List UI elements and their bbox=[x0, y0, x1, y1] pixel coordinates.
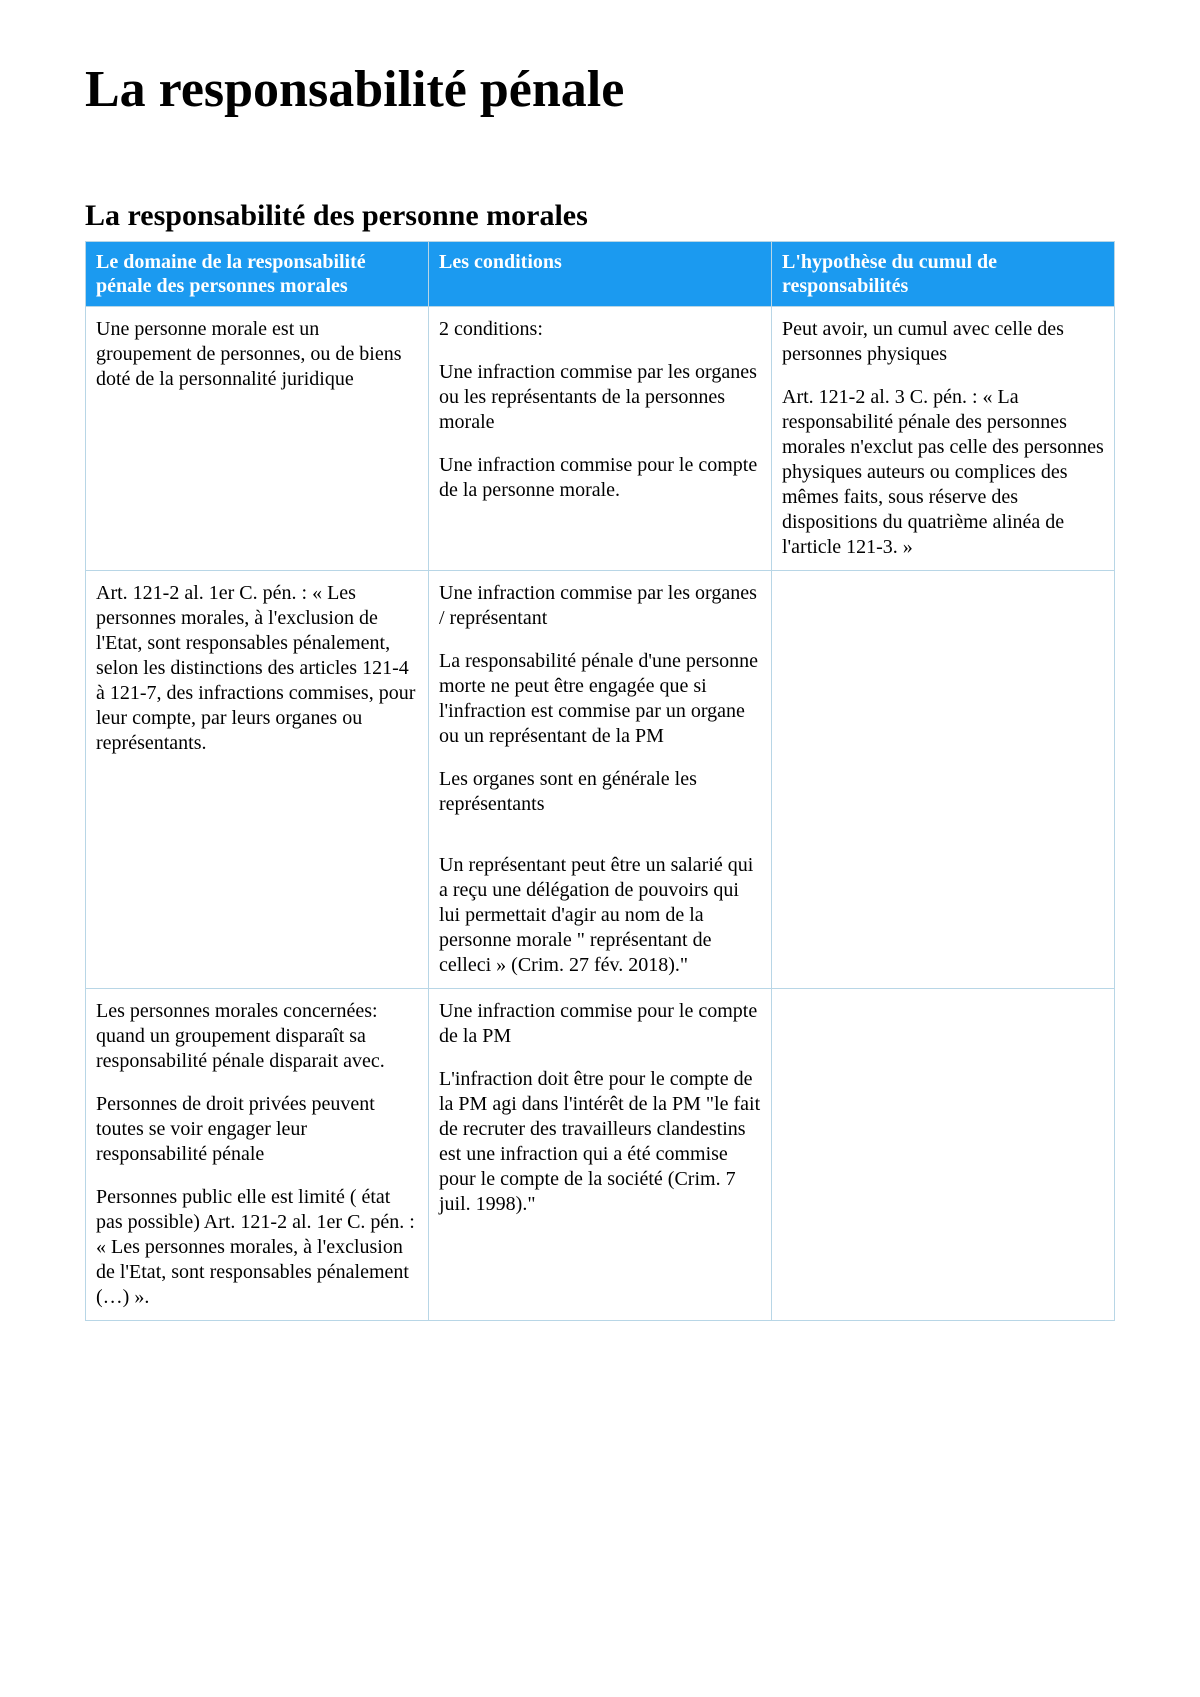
table-cell: Une infraction commise pour le compte de… bbox=[429, 989, 772, 1321]
cell-paragraph: Personnes de droit privées peuvent toute… bbox=[96, 1092, 418, 1167]
page-title: La responsabilité pénale bbox=[85, 60, 1115, 119]
table-header-col-0: Le domaine de la responsabilité pénale d… bbox=[86, 242, 429, 307]
cell-paragraph: Une infraction commise pour le compte de… bbox=[439, 999, 761, 1049]
content-table: Le domaine de la responsabilité pénale d… bbox=[85, 241, 1115, 1321]
cell-paragraph: 2 conditions: bbox=[439, 317, 761, 342]
table-cell: 2 conditions: Une infraction commise par … bbox=[429, 307, 772, 571]
cell-paragraph: Les organes sont en générale les représe… bbox=[439, 767, 761, 817]
cell-paragraph: Une personne morale est un groupement de… bbox=[96, 317, 418, 392]
cell-paragraph: Art. 121-2 al. 3 C. pén. : « La responsa… bbox=[782, 385, 1104, 560]
cell-paragraph: Personnes public elle est limité ( état … bbox=[96, 1185, 418, 1310]
table-header-col-2: L'hypothèse du cumul de responsabilités bbox=[772, 242, 1115, 307]
table-cell bbox=[772, 989, 1115, 1321]
table-cell bbox=[772, 571, 1115, 989]
table-header-col-1: Les conditions bbox=[429, 242, 772, 307]
section-title: La responsabilité des personne morales bbox=[85, 199, 1115, 233]
cell-paragraph: Les personnes morales concernées: quand … bbox=[96, 999, 418, 1074]
cell-paragraph: Une infraction commise pour le compte de… bbox=[439, 453, 761, 503]
table-row: Art. 121-2 al. 1er C. pén. : « Les perso… bbox=[86, 571, 1115, 989]
table-header-row: Le domaine de la responsabilité pénale d… bbox=[86, 242, 1115, 307]
cell-paragraph: Une infraction commise par les organes o… bbox=[439, 360, 761, 435]
table-row: Une personne morale est un groupement de… bbox=[86, 307, 1115, 571]
cell-paragraph: Peut avoir, un cumul avec celle des pers… bbox=[782, 317, 1104, 367]
cell-paragraph: Art. 121-2 al. 1er C. pén. : « Les perso… bbox=[96, 581, 418, 756]
table-body: Une personne morale est un groupement de… bbox=[86, 307, 1115, 1321]
cell-paragraph: Une infraction commise par les organes /… bbox=[439, 581, 761, 631]
table-cell: Art. 121-2 al. 1er C. pén. : « Les perso… bbox=[86, 571, 429, 989]
cell-paragraph: L'infraction doit être pour le compte de… bbox=[439, 1067, 761, 1217]
table-row: Les personnes morales concernées: quand … bbox=[86, 989, 1115, 1321]
cell-paragraph: Un représentant peut être un salarié qui… bbox=[439, 853, 761, 978]
table-cell: Une infraction commise par les organes /… bbox=[429, 571, 772, 989]
table-cell: Les personnes morales concernées: quand … bbox=[86, 989, 429, 1321]
table-cell: Peut avoir, un cumul avec celle des pers… bbox=[772, 307, 1115, 571]
cell-paragraph: La responsabilité pénale d'une personne … bbox=[439, 649, 761, 749]
table-cell: Une personne morale est un groupement de… bbox=[86, 307, 429, 571]
